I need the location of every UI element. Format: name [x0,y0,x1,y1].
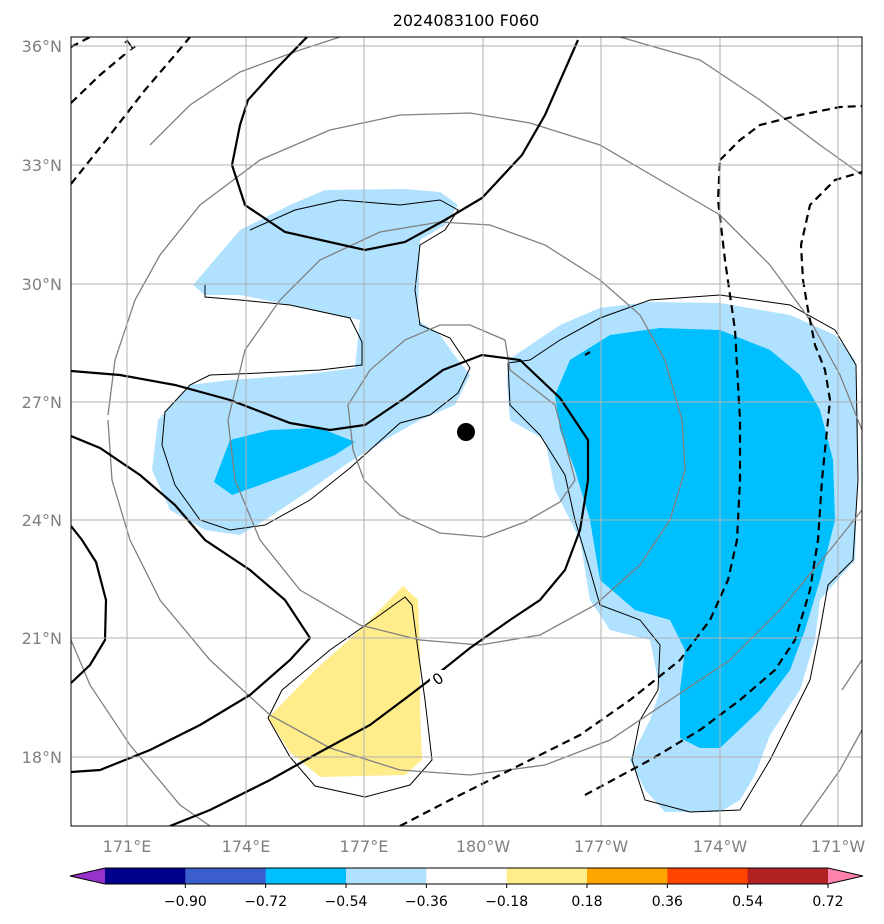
colorbar-segment [506,868,588,884]
colorbar-segment [346,868,427,884]
colorbar-segment [265,868,347,884]
lat-label-30n: 30°N [22,275,62,294]
storm-center-marker [457,423,475,441]
colorbar-segment [426,868,508,884]
light-blue-region-northwest [152,189,470,535]
colorbar-segment [587,868,668,884]
colorbar-tick-label: 0.18 [571,894,602,910]
map-frame [70,36,863,827]
latitude-labels: 36°N 33°N 30°N 27°N 24°N 21°N 18°N [22,37,62,767]
lat-label-21n: 21°N [22,629,62,648]
colorbar-tick-label: 0.72 [812,894,843,910]
colorbar-extend-high [828,868,863,884]
colorbar: −0.90 −0.72 −0.54 −0.36 −0.18 0.18 0.36 0.54 0.7… [69,867,864,910]
colorbar-tick-label: −0.90 [164,894,207,910]
thick-dashed-contours [71,37,862,826]
colorbar-segment [185,868,267,884]
colorbar-tick-label: −0.54 [325,894,368,910]
colorbar-segment [667,868,749,884]
lon-label-174e: 174°E [222,837,271,856]
lon-label-171w: 171°W [811,837,866,856]
colorbar-tick-label: −0.36 [405,894,448,910]
lat-label-18n: 18°N [22,748,62,767]
colorbar-segment [105,868,186,884]
colorbar-tick-label: 0.36 [652,894,683,910]
deep-blue-region-west [214,428,355,495]
figure-title: 2024083100 F060 [393,11,540,30]
deep-blue-region-east [555,328,835,748]
longitude-labels: 171°E 174°E 177°E 180°W 177°W 174°W 171°… [103,837,866,856]
colorbar-tick-label: 0.54 [732,894,763,910]
colorbar-segment [747,868,829,884]
lat-label-33n: 33°N [22,156,62,175]
colorbar-tick-label: −0.72 [244,894,287,910]
lon-label-174w: 174°W [693,837,748,856]
lat-label-27n: 27°N [22,393,62,412]
lon-label-180w: 180°W [456,837,511,856]
map-plot-area: 1 0 [71,37,862,826]
lat-label-24n: 24°N [22,511,62,530]
lat-label-36n: 36°N [22,37,62,56]
yellow-region-south [268,586,422,777]
map-gridlines [71,37,862,826]
colorbar-extend-low [70,868,105,884]
colorbar-outline [69,867,864,885]
contour-label-bg-zero [430,670,446,688]
lon-label-177w: 177°W [574,837,629,856]
lon-label-177e: 177°E [340,837,389,856]
lon-label-171e: 171°E [103,837,152,856]
thick-solid-contours [71,37,590,826]
colorbar-tick-label: −0.18 [485,894,528,910]
